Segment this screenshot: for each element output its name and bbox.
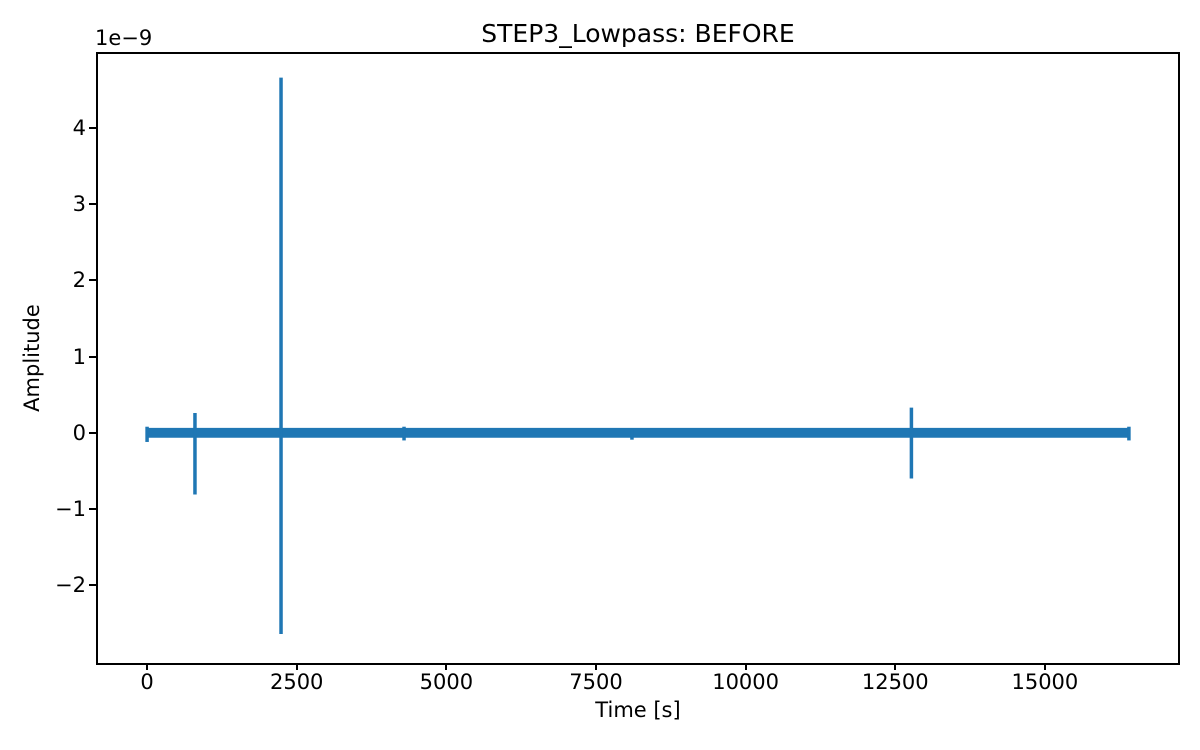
x-tick-mark — [594, 663, 597, 670]
x-tick-label: 2500 — [269, 670, 324, 694]
x-tick-mark — [1043, 663, 1046, 670]
y-tick-mark — [89, 584, 96, 587]
y-tick-mark — [89, 431, 96, 434]
x-tick-label: 5000 — [419, 670, 474, 694]
x-tick-label: 10000 — [712, 670, 780, 694]
y-tick-label: −2 — [55, 573, 86, 598]
plot-title: STEP3_Lowpass: BEFORE — [481, 19, 795, 48]
y-axis-offset-text: 1e−9 — [95, 26, 153, 50]
y-tick-mark — [89, 355, 96, 358]
axes-area — [96, 52, 1180, 665]
y-tick-mark — [89, 508, 96, 511]
waveform-plot — [145, 77, 1131, 635]
y-tick-label: 4 — [72, 115, 86, 140]
y-tick-label: 0 — [72, 420, 86, 445]
y-tick-label: 1 — [72, 344, 86, 369]
y-tick-mark — [89, 279, 96, 282]
x-tick-mark — [295, 663, 298, 670]
x-tick-label: 0 — [140, 670, 154, 694]
y-tick-mark — [89, 203, 96, 206]
x-tick-mark — [744, 663, 747, 670]
x-tick-mark — [894, 663, 897, 670]
x-tick-mark — [445, 663, 448, 670]
x-tick-mark — [146, 663, 149, 670]
x-tick-label: 12500 — [861, 670, 929, 694]
y-tick-mark — [89, 126, 96, 129]
y-tick-label: −1 — [55, 497, 86, 522]
x-axis-label: Time [s] — [595, 698, 681, 722]
x-tick-label: 15000 — [1011, 670, 1079, 694]
x-tick-label: 7500 — [569, 670, 623, 694]
y-axis-label: Amplitude — [20, 304, 44, 412]
y-tick-label: 2 — [72, 268, 86, 293]
y-tick-label: 3 — [72, 192, 86, 217]
